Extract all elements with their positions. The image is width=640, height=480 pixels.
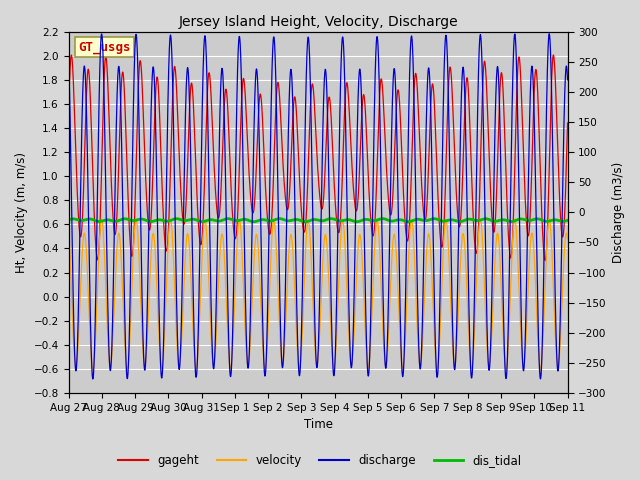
gageht	[278, 132, 285, 137]
dis_tidal	[122, 216, 129, 222]
discharge	[152, 105, 159, 110]
dis_tidal	[65, 217, 72, 223]
velocity	[65, 225, 72, 230]
dis_tidal	[278, 216, 285, 222]
discharge	[564, 77, 572, 83]
dis_tidal	[151, 218, 159, 224]
discharge	[545, 31, 553, 36]
dis_tidal	[564, 217, 572, 223]
Y-axis label: Ht, Velocity (m, m/s): Ht, Velocity (m, m/s)	[15, 152, 28, 273]
gageht	[122, 116, 129, 122]
gageht	[151, 103, 159, 109]
discharge	[554, 368, 562, 374]
discharge	[65, 50, 72, 56]
velocity	[256, 281, 264, 287]
Legend: gageht, velocity, discharge, dis_tidal: gageht, velocity, discharge, dis_tidal	[113, 449, 527, 472]
Title: Jersey Island Height, Velocity, Discharge: Jersey Island Height, Velocity, Discharg…	[178, 15, 458, 29]
dis_tidal	[554, 217, 562, 223]
Line: velocity: velocity	[68, 219, 568, 369]
velocity	[89, 366, 97, 372]
gageht	[256, 93, 264, 98]
dis_tidal	[500, 217, 508, 223]
gageht	[550, 52, 557, 58]
dis_tidal	[301, 219, 309, 225]
dis_tidal	[327, 216, 335, 221]
discharge	[122, 347, 129, 352]
velocity	[554, 363, 562, 369]
velocity	[152, 248, 159, 254]
velocity	[500, 350, 508, 356]
discharge	[256, 180, 264, 185]
Y-axis label: Discharge (m3/s): Discharge (m3/s)	[612, 162, 625, 263]
Line: discharge: discharge	[68, 34, 568, 379]
velocity	[545, 216, 553, 222]
gageht	[500, 110, 508, 116]
discharge	[278, 358, 285, 363]
dis_tidal	[256, 217, 264, 223]
velocity	[278, 359, 285, 364]
gageht	[65, 112, 72, 118]
X-axis label: Time: Time	[303, 419, 333, 432]
Text: GT_usgs: GT_usgs	[79, 41, 131, 54]
discharge	[89, 376, 97, 382]
gageht	[564, 120, 572, 126]
Line: dis_tidal: dis_tidal	[68, 218, 568, 222]
gageht	[541, 258, 549, 264]
velocity	[564, 236, 572, 242]
gageht	[554, 156, 562, 162]
velocity	[122, 353, 129, 359]
Line: gageht: gageht	[68, 55, 568, 261]
discharge	[500, 339, 508, 345]
